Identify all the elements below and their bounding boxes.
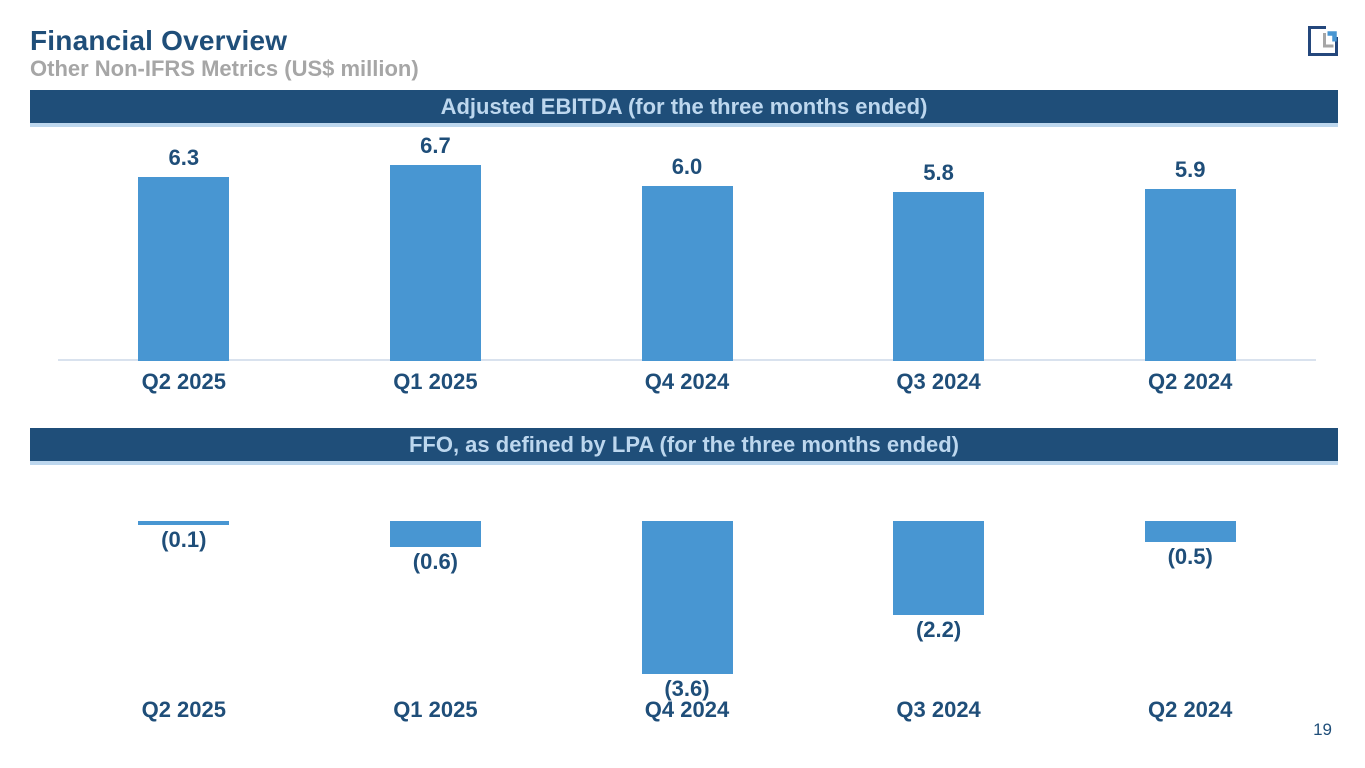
bar-value-label: (0.5) [1167, 544, 1213, 570]
bar-value-label: (0.6) [412, 548, 459, 574]
category-label: Q2 2024 [1147, 697, 1233, 722]
page-subtitle: Other Non-IFRS Metrics (US$ million) [30, 56, 419, 81]
corner-bracket-logo-icon [1305, 23, 1341, 59]
bar-q4-2024 [641, 185, 733, 361]
corner-bracket-logo-svg [1308, 26, 1338, 56]
page-number: 19 [1313, 720, 1332, 739]
bar-value-label: (2.2) [915, 616, 962, 642]
bar-value-label: (3.6) [664, 676, 710, 701]
page-title: Financial Overview [30, 25, 288, 56]
category-label: Q2 2025 [141, 697, 226, 722]
bar-value-label: 6.7 [420, 133, 451, 159]
bar-q3-2024 [893, 191, 985, 361]
bar-q3-2024 [893, 521, 985, 615]
bar-value-label: 5.8 [923, 159, 954, 185]
bar-q2-2024 [1144, 188, 1236, 361]
bar-q2-2025 [138, 177, 230, 361]
bar-q2-2025 [138, 521, 230, 526]
category-label: Q4 2024 [644, 369, 730, 394]
bar-q2-2024 [1144, 521, 1236, 543]
chart-title-banner-ffo: FFO, as defined by LPA (for the three mo… [30, 428, 1338, 465]
category-label: Q1 2025 [393, 369, 478, 394]
category-label: Q3 2024 [896, 369, 981, 394]
category-label: Q2 2025 [141, 369, 226, 394]
bar-value-label: 6.3 [168, 145, 200, 171]
category-label: Q2 2024 [1147, 369, 1233, 394]
bar-value-label: 5.9 [1174, 156, 1206, 182]
category-label: Q3 2024 [896, 697, 981, 722]
chart-title-banner-adjusted-ebitda: Adjusted EBITDA (for the three months en… [30, 90, 1338, 127]
bar-q1-2025 [389, 521, 481, 547]
category-label: Q1 2025 [393, 697, 478, 722]
x-axis-line [58, 359, 1316, 361]
bar-value-label: 6.0 [671, 153, 703, 179]
bar-value-label: (0.1) [161, 527, 207, 553]
bar-q4-2024 [641, 521, 733, 674]
bar-q1-2025 [389, 165, 481, 361]
category-label: Q4 2024 [644, 697, 730, 722]
